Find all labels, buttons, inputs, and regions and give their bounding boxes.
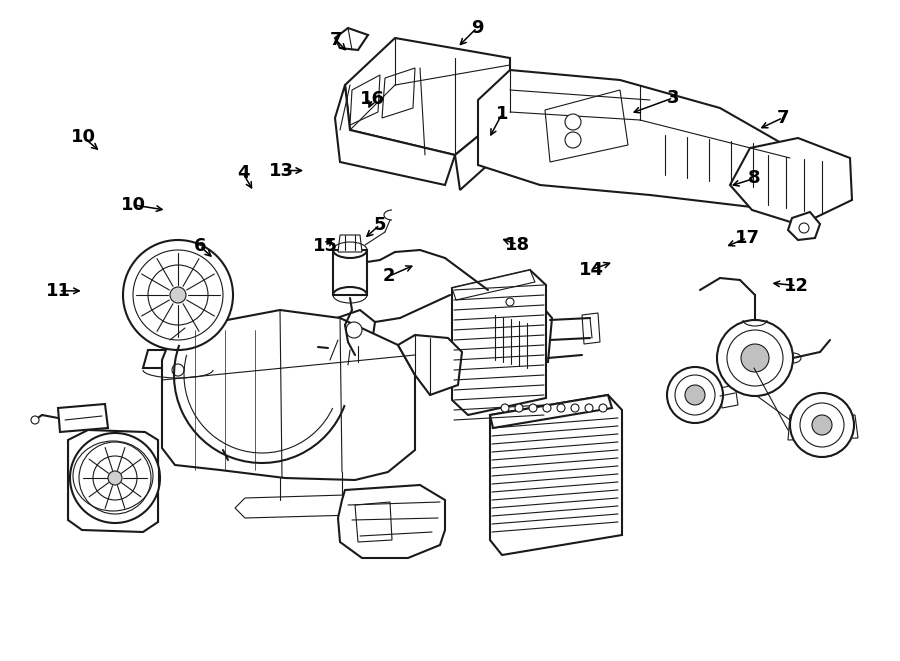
Polygon shape [382, 68, 415, 118]
Polygon shape [488, 298, 552, 368]
Circle shape [79, 442, 151, 514]
Text: 16: 16 [360, 90, 385, 108]
Polygon shape [582, 313, 600, 344]
Polygon shape [730, 138, 852, 225]
Circle shape [741, 344, 769, 372]
Polygon shape [720, 385, 738, 408]
Text: 4: 4 [237, 164, 249, 182]
Circle shape [148, 265, 208, 325]
Polygon shape [58, 404, 108, 432]
Circle shape [557, 404, 565, 412]
Polygon shape [490, 395, 612, 428]
Polygon shape [235, 495, 355, 518]
Text: 5: 5 [374, 215, 386, 234]
Circle shape [172, 364, 184, 376]
Polygon shape [345, 38, 510, 155]
Text: 17: 17 [734, 229, 760, 247]
Text: 8: 8 [748, 169, 760, 188]
Circle shape [501, 404, 509, 412]
Circle shape [585, 404, 593, 412]
Polygon shape [338, 235, 362, 252]
Text: 7: 7 [329, 30, 342, 49]
Polygon shape [68, 430, 158, 532]
Text: 2: 2 [382, 267, 395, 286]
Circle shape [571, 404, 579, 412]
Polygon shape [334, 310, 375, 350]
Text: 14: 14 [579, 260, 604, 279]
Circle shape [799, 223, 809, 233]
Polygon shape [478, 70, 795, 208]
Circle shape [529, 404, 537, 412]
Polygon shape [338, 485, 445, 558]
Circle shape [790, 393, 854, 457]
Text: 13: 13 [269, 161, 294, 180]
Polygon shape [335, 28, 368, 50]
Text: 3: 3 [667, 89, 680, 107]
Circle shape [565, 132, 581, 148]
Polygon shape [335, 85, 455, 185]
Circle shape [70, 433, 160, 523]
Text: 1: 1 [496, 104, 508, 123]
Polygon shape [788, 212, 820, 240]
Polygon shape [162, 310, 415, 480]
Text: 9: 9 [471, 19, 483, 37]
Polygon shape [398, 335, 462, 395]
Polygon shape [333, 250, 367, 295]
Circle shape [93, 456, 137, 500]
Circle shape [565, 114, 581, 130]
Text: 7: 7 [777, 108, 789, 127]
Polygon shape [452, 270, 546, 415]
Circle shape [800, 403, 844, 447]
Polygon shape [355, 502, 392, 542]
Polygon shape [455, 110, 510, 190]
Polygon shape [452, 270, 535, 300]
Text: 15: 15 [313, 237, 338, 255]
Circle shape [31, 416, 39, 424]
Circle shape [170, 287, 186, 303]
Circle shape [133, 250, 223, 340]
Circle shape [727, 330, 783, 386]
Circle shape [506, 298, 514, 306]
Circle shape [123, 240, 233, 350]
Circle shape [685, 385, 705, 405]
Circle shape [717, 320, 793, 396]
Circle shape [599, 404, 607, 412]
Text: 12: 12 [784, 276, 809, 295]
Polygon shape [143, 350, 215, 368]
Text: 10: 10 [121, 196, 146, 214]
Polygon shape [545, 90, 628, 162]
Polygon shape [788, 415, 858, 440]
Circle shape [346, 322, 362, 338]
Circle shape [108, 471, 122, 485]
Text: 6: 6 [194, 237, 206, 255]
Text: 10: 10 [71, 128, 96, 147]
Text: 18: 18 [505, 235, 530, 254]
Circle shape [812, 415, 832, 435]
Circle shape [543, 404, 551, 412]
Circle shape [667, 367, 723, 423]
Circle shape [675, 375, 715, 415]
Text: 11: 11 [46, 282, 71, 300]
Polygon shape [490, 395, 622, 555]
Polygon shape [350, 75, 380, 125]
Circle shape [515, 404, 523, 412]
